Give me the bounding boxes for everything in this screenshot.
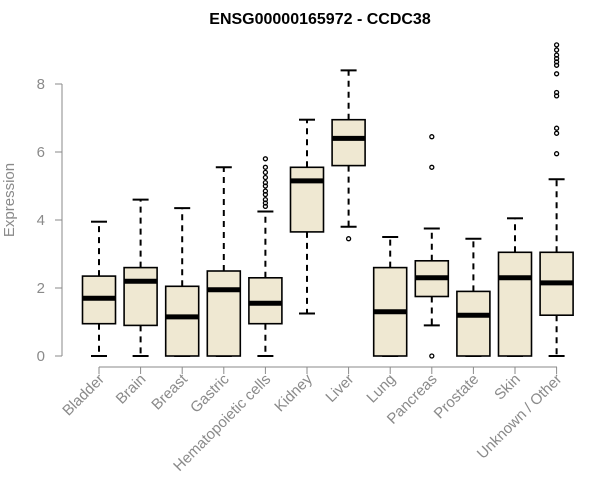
y-tick-label: 4: [37, 212, 45, 229]
outlier-point: [553, 47, 560, 53]
box-unknown-other: [539, 42, 574, 357]
box-breast: [164, 207, 200, 357]
x-tick-label: Kidney: [271, 370, 316, 415]
outlier-point: [262, 156, 269, 162]
iqr-box: [331, 118, 366, 167]
box-bladder: [81, 220, 117, 357]
iqr-box: [206, 270, 242, 357]
y-tick-label: 8: [37, 76, 45, 93]
x-tick-label: Bladder: [59, 371, 108, 420]
outlier-point: [262, 164, 269, 170]
iqr-box: [497, 251, 533, 357]
outlier-point: [553, 125, 560, 131]
y-tick-label: 6: [37, 144, 45, 161]
box-series: [81, 42, 574, 359]
outlier-point: [262, 188, 269, 194]
iqr-box: [456, 290, 491, 357]
y-axis-ticks: 0 2 4 6 8: [37, 76, 62, 365]
iqr-box: [289, 166, 325, 233]
box-liver: [331, 69, 366, 242]
outlier-point: [553, 42, 560, 48]
x-tick-label: Brain: [113, 371, 150, 408]
iqr-box: [123, 266, 158, 327]
outlier-point: [262, 169, 269, 176]
box-kidney: [289, 118, 325, 315]
box-brain: [123, 198, 158, 357]
outlier-point: [345, 236, 352, 242]
box-prostate: [456, 237, 491, 357]
y-tick-label: 0: [37, 348, 45, 365]
box-pancreas: [414, 134, 450, 359]
outlier-point: [553, 71, 560, 77]
iqr-box: [164, 285, 200, 357]
box-gastric: [206, 166, 242, 357]
outlier-point: [429, 134, 435, 140]
outlier-point: [262, 174, 269, 181]
box-skin: [497, 217, 533, 357]
box-lung: [372, 236, 408, 357]
outlier-point: [262, 179, 269, 186]
outlier-point: [553, 89, 560, 96]
x-tick-label: Liver: [322, 371, 357, 406]
chart-title: ENSG00000165972 - CCDC38: [209, 11, 431, 28]
outlier-point: [553, 130, 560, 136]
outlier-point: [262, 196, 269, 203]
y-tick-label: 2: [37, 280, 45, 297]
outlier-point: [553, 151, 560, 157]
box-hematopoietic-cells: [248, 156, 283, 357]
x-tick-label: Breast: [148, 370, 191, 413]
x-tick-label: Lung: [363, 371, 399, 407]
y-axis-label: Expression: [1, 163, 18, 237]
x-tick-label: Prostate: [431, 371, 483, 423]
outlier-point: [429, 353, 435, 359]
outlier-point: [553, 52, 560, 58]
iqr-box: [248, 276, 283, 325]
x-tick-label: Skin: [491, 371, 524, 404]
outlier-point: [429, 164, 435, 170]
